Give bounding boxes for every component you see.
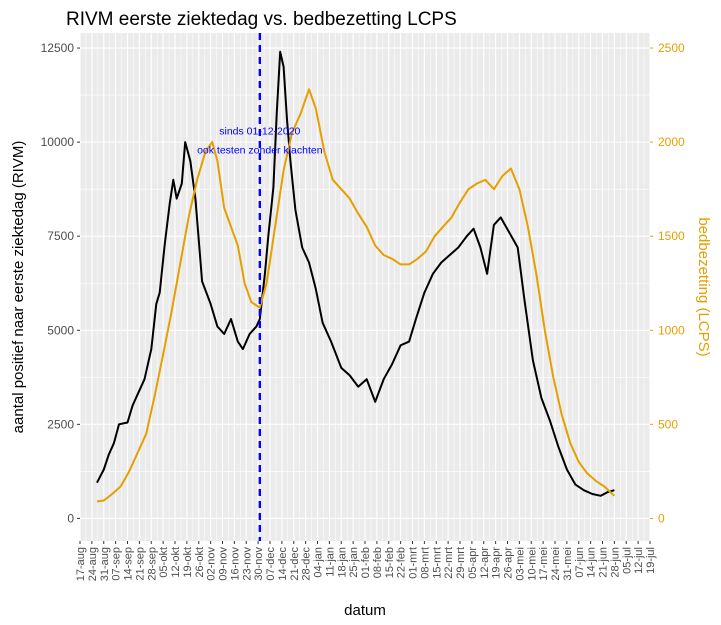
x-tick-label: 10-mei bbox=[526, 547, 538, 581]
y2-tick-label: 1000 bbox=[658, 323, 685, 337]
y2-tick-label: 0 bbox=[658, 511, 665, 525]
x-tick-label: 24-mei bbox=[550, 547, 562, 581]
x-tick-label: 26-okt bbox=[194, 547, 206, 578]
x-tick-label: 25-jan bbox=[348, 547, 360, 578]
x-tick-label: 23-nov bbox=[241, 547, 253, 581]
x-tick-label: 14-sep bbox=[123, 547, 135, 581]
x-tick-label: 07-dec bbox=[265, 547, 277, 581]
y2-tick-label: 500 bbox=[658, 417, 678, 431]
y2-tick-label: 2500 bbox=[658, 41, 685, 55]
series-line-rivm bbox=[96, 50, 615, 497]
x-tick-label: 05-apr bbox=[467, 547, 479, 579]
y2-tick-label: 1500 bbox=[658, 229, 685, 243]
y-tick-label: 10000 bbox=[41, 135, 75, 149]
x-tick-label: 12-okt bbox=[170, 547, 182, 578]
x-tick-label: 18-jan bbox=[336, 547, 348, 578]
y-axis-left: 0 2500 5000 7500 10000 12500 bbox=[41, 41, 80, 525]
x-tick-label: 30-nov bbox=[253, 547, 265, 581]
x-tick-label: 26-apr bbox=[503, 547, 515, 579]
x-tick-label: 04-jan bbox=[313, 547, 325, 578]
x-tick-label: 28-sep bbox=[146, 547, 158, 581]
x-tick-label: 12-apr bbox=[479, 547, 491, 579]
x-tick-label: 16-nov bbox=[229, 547, 241, 581]
x-tick-label: 03-mei bbox=[514, 547, 526, 581]
x-tick-label: 08-feb bbox=[372, 547, 384, 578]
y-tick-label: 7500 bbox=[47, 229, 74, 243]
y-tick-label: 0 bbox=[67, 511, 74, 525]
x-tick-label: 22-feb bbox=[396, 547, 408, 578]
x-tick-label: 21-dec bbox=[289, 547, 301, 581]
x-tick-label: 19-apr bbox=[491, 547, 503, 579]
x-tick-label: 31-aug bbox=[99, 547, 111, 581]
x-tick-label: 02-nov bbox=[206, 547, 218, 581]
x-tick-label: 31-mei bbox=[562, 547, 574, 581]
y-axis-right-title: bedbezetting (LCPS) bbox=[695, 217, 712, 356]
annotation-line-1: sinds 01-12-2020 bbox=[219, 126, 300, 138]
y-tick-label: 12500 bbox=[41, 41, 75, 55]
x-tick-label: 28-dec bbox=[301, 547, 313, 581]
x-tick-label: 24-aug bbox=[87, 547, 99, 581]
x-tick-label: 29-mrt bbox=[455, 547, 467, 579]
series-line-lcps bbox=[96, 88, 616, 503]
x-tick-label: 19-jul bbox=[645, 547, 657, 574]
x-tick-label: 05-okt bbox=[158, 547, 170, 578]
x-tick-label: 01-feb bbox=[360, 547, 372, 578]
x-tick-label: 07-sep bbox=[111, 547, 123, 581]
x-tick-label: 15-mrt bbox=[431, 547, 443, 579]
x-tick-label: 11-jan bbox=[324, 547, 336, 577]
x-tick-label: 05-jul bbox=[621, 547, 633, 574]
gridlines bbox=[79, 33, 651, 541]
x-tick-label: 17-mei bbox=[538, 547, 550, 581]
x-tick-label: 28-jun bbox=[609, 547, 621, 578]
x-axis: 17-aug 24-aug 31-aug 07-sep 14-sep 21-sep 28-s… bbox=[75, 541, 657, 581]
x-tick-label: 17-aug bbox=[75, 547, 87, 581]
y-tick-label: 5000 bbox=[47, 323, 74, 337]
x-tick-label: 22-mrt bbox=[443, 547, 455, 579]
x-tick-label: 21-jun bbox=[598, 547, 610, 578]
annotation-line-2: ook testen zonder klachten bbox=[197, 144, 323, 156]
x-tick-label: 21-sep bbox=[134, 547, 146, 581]
y-axis-right: 0 500 1000 1500 2000 2500 bbox=[650, 41, 685, 525]
x-axis-title: datum bbox=[344, 602, 386, 619]
x-tick-label: 12-jul bbox=[633, 547, 645, 574]
x-tick-label: 14-jun bbox=[586, 547, 598, 578]
y-axis-left-title: aantal positief naar eerste ziektedag (R… bbox=[10, 141, 27, 434]
x-tick-label: 14-dec bbox=[277, 547, 289, 581]
x-tick-label: 07-jun bbox=[574, 547, 586, 578]
x-tick-label: 19-okt bbox=[182, 547, 194, 578]
x-tick-label: 08-mrt bbox=[419, 547, 431, 579]
y-tick-label: 2500 bbox=[47, 417, 74, 431]
x-tick-label: 01-mrt bbox=[408, 547, 420, 579]
chart-title: RIVM eerste ziektedag vs. bedbezetting L… bbox=[66, 9, 457, 30]
x-tick-label: 09-nov bbox=[218, 547, 230, 581]
y2-tick-label: 2000 bbox=[658, 135, 685, 149]
series-lines bbox=[96, 50, 616, 503]
x-tick-label: 15-feb bbox=[384, 547, 396, 578]
